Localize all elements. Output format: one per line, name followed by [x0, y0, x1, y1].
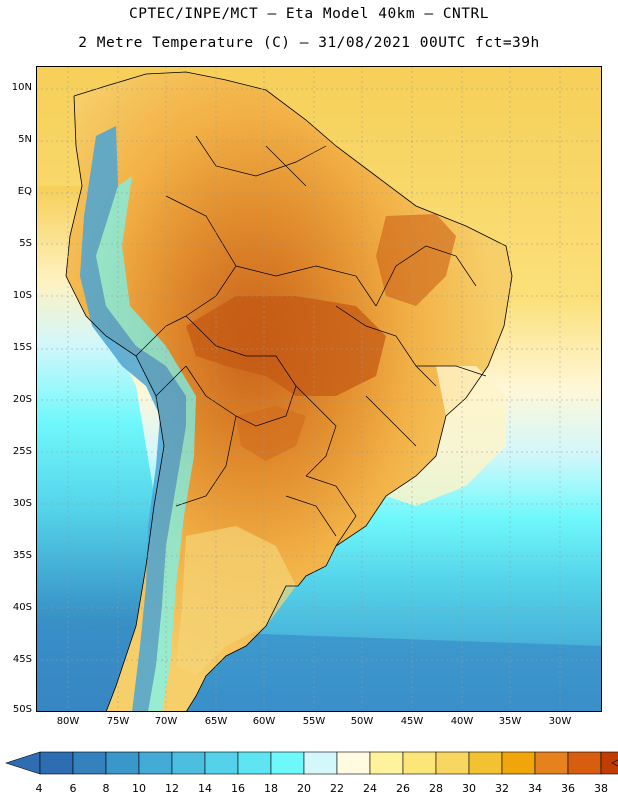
lon-label-75w: 75W [106, 716, 130, 727]
lat-label-40s: 40S [12, 602, 32, 613]
colorbar-label-24: 24 [363, 782, 377, 795]
colorbar-swatch-32 [501, 751, 536, 775]
colorbar-swatch-18 [270, 751, 305, 775]
colorbar-swatch-8 [105, 751, 140, 775]
colorbar-label-18: 18 [264, 782, 278, 795]
colorbar-swatch-20 [303, 751, 338, 775]
colorbar-over-arrow [611, 759, 618, 767]
lon-label-50w: 50W [350, 716, 374, 727]
lat-label-25s: 25S [12, 446, 32, 457]
colorbar-swatch-4 [39, 751, 74, 775]
colorbar-swatch-36 [567, 751, 602, 775]
colorbar-label-8: 8 [102, 782, 110, 795]
lat-label-15s: 15S [12, 342, 32, 353]
lat-label-5n: 5N [18, 134, 32, 145]
colorbar-label-16: 16 [231, 782, 245, 795]
colorbar-swatch-22 [336, 751, 371, 775]
lat-label-10n: 10N [11, 82, 32, 93]
colorbar-label-36: 36 [561, 782, 575, 795]
lon-label-80w: 80W [56, 716, 80, 727]
colorbar-label-30: 30 [462, 782, 476, 795]
lat-label-35s: 35S [12, 550, 32, 561]
lat-label-30s: 30S [12, 498, 32, 509]
lat-label-10s: 10S [12, 290, 32, 301]
graticule [36, 66, 602, 712]
colorbar [5, 751, 618, 775]
lat-label-eq: EQ [17, 186, 32, 197]
colorbar-label-22: 22 [330, 782, 344, 795]
colorbar-label-20: 20 [297, 782, 311, 795]
colorbar-swatch-12 [171, 751, 206, 775]
colorbar-label-38: 38 [594, 782, 608, 795]
lon-label-45w: 45W [400, 716, 424, 727]
andes-cool-edge [96, 176, 196, 712]
colorbar-label-26: 26 [396, 782, 410, 795]
country-borders [135, 135, 487, 547]
map-title-line2: 2 Metre Temperature (C) – 31/08/2021 00U… [78, 35, 540, 51]
lat-label-20s: 20S [12, 394, 32, 405]
colorbar-label-14: 14 [198, 782, 212, 795]
lon-label-70w: 70W [154, 716, 178, 727]
colorbar-label-6: 6 [69, 782, 77, 795]
cool-southeast-coast [386, 366, 506, 506]
colorbar-label-12: 12 [165, 782, 179, 795]
lon-label-30w: 30W [548, 716, 572, 727]
lon-label-35w: 35W [498, 716, 522, 727]
colorbar-swatch-10 [138, 751, 173, 775]
colorbar-label-34: 34 [528, 782, 542, 795]
lat-label-5s: 5S [19, 238, 32, 249]
lon-label-55w: 55W [302, 716, 326, 727]
hot-core-central-brazil [186, 296, 386, 396]
colorbar-swatch-24 [369, 751, 404, 775]
lon-label-40w: 40W [450, 716, 474, 727]
ocean-pacific [36, 186, 156, 712]
colorbar-swatch-26 [402, 751, 437, 775]
colorbar-swatch-6 [72, 751, 107, 775]
colorbar-label-10: 10 [132, 782, 146, 795]
hot-core-south [236, 406, 306, 461]
colorbar-label-28: 28 [429, 782, 443, 795]
temperature-map [36, 66, 602, 712]
lon-label-65w: 65W [204, 716, 228, 727]
hot-core-northeast [376, 214, 456, 306]
andes-cold-strip [80, 126, 186, 712]
colorbar-label-4: 4 [35, 782, 43, 795]
lat-label-45s: 45S [12, 654, 32, 665]
colorbar-swatch-30 [468, 751, 503, 775]
colorbar-swatch-14 [204, 751, 239, 775]
lat-label-50s: 50S [12, 704, 32, 715]
colorbar-under-arrow [5, 751, 41, 775]
map-title-line1: CPTEC/INPE/MCT – Eta Model 40km – CNTRL [129, 6, 489, 22]
colorbar-label-32: 32 [495, 782, 509, 795]
colorbar-swatch-16 [237, 751, 272, 775]
colorbar-swatch-28 [435, 751, 470, 775]
patagonia-mild [176, 526, 296, 676]
colorbar-swatch-34 [534, 751, 569, 775]
lon-label-60w: 60W [252, 716, 276, 727]
